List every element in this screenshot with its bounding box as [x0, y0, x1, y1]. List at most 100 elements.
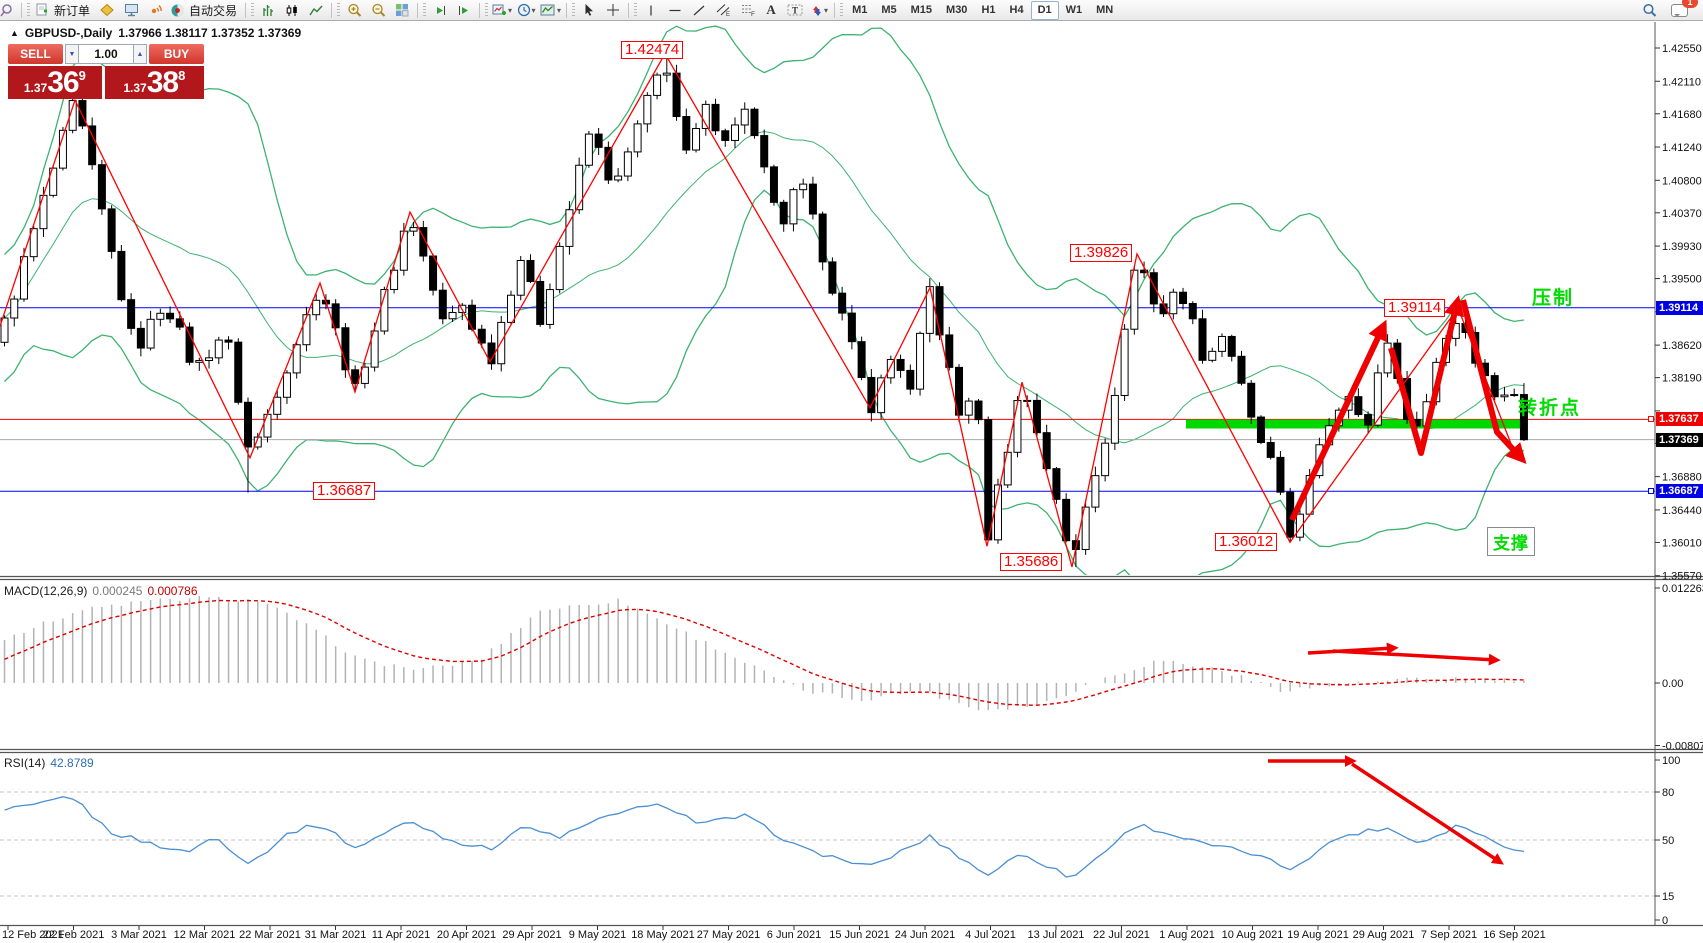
macd-arrow-annotation[interactable] — [1332, 649, 1501, 666]
chevron-down-icon: ▾ — [557, 5, 562, 15]
trend-arrow-annotation[interactable] — [1460, 299, 1527, 464]
toolbar-grip[interactable] — [27, 3, 30, 17]
text-label-button[interactable]: T — [783, 1, 807, 20]
chevron-down-icon: ▾ — [508, 5, 513, 15]
tab-timeframe-h1[interactable]: H1 — [981, 4, 996, 16]
market-watch-button[interactable] — [119, 1, 143, 20]
period-dropdown[interactable]: ▾ — [514, 1, 538, 20]
sell-price-display[interactable]: 1.37 36 9 — [8, 66, 102, 99]
candles — [0, 53, 1528, 567]
template-icon — [540, 4, 555, 16]
tab-timeframe-mn[interactable]: MN — [1096, 4, 1114, 16]
cursor-button[interactable] — [577, 1, 601, 20]
tile-windows-button[interactable] — [390, 1, 414, 20]
tab-timeframe-m30[interactable]: M30 — [946, 4, 968, 16]
price-callout-label[interactable]: 1.39826 — [1070, 244, 1133, 262]
buy-button[interactable]: BUY — [149, 44, 204, 64]
toolbar-grip[interactable] — [337, 3, 341, 17]
new-order-button[interactable]: 新订单 — [32, 1, 95, 20]
bar-chart-button[interactable] — [256, 1, 280, 20]
tab-timeframe-h4[interactable]: H4 — [1009, 4, 1024, 16]
auto-scroll-button[interactable] — [428, 1, 452, 20]
notifications-button[interactable]: 1 — [1667, 0, 1698, 20]
toolbar-grip[interactable] — [840, 3, 844, 17]
toolbar-grip[interactable] — [423, 3, 427, 17]
trend-arrow-annotation[interactable] — [1289, 319, 1388, 522]
annotation-text[interactable]: 转折点 — [1518, 398, 1582, 419]
sell-button[interactable]: SELL — [8, 44, 63, 64]
price-callout-label[interactable]: 1.36012 — [1215, 533, 1278, 551]
zoom-in-button[interactable] — [342, 1, 366, 20]
trend-arrow-annotation[interactable] — [1388, 295, 1465, 456]
new-chart-dropdown[interactable]: ▾ — [490, 1, 514, 20]
zoom-out-button[interactable] — [366, 1, 390, 20]
search-button[interactable] — [1637, 1, 1661, 20]
chat-bubble-icon — [1670, 3, 1688, 17]
tab-timeframe-w1[interactable]: W1 — [1065, 4, 1083, 16]
svg-text:1.38190: 1.38190 — [1662, 373, 1702, 385]
trendline-button[interactable] — [687, 1, 711, 20]
equidistant-channel-button[interactable]: E — [711, 1, 735, 20]
toolbar-grip[interactable] — [251, 3, 255, 17]
autotrading-button[interactable]: 自动交易 — [167, 1, 242, 20]
toolbar-grip[interactable] — [572, 3, 576, 17]
annotation-text[interactable]: 支撑 — [1487, 527, 1535, 556]
partial-app-icon[interactable] — [0, 1, 18, 20]
fibonacci-button[interactable]: F — [735, 1, 759, 20]
price-callout-label[interactable]: 1.35686 — [1000, 553, 1063, 571]
price-callout-label[interactable]: 1.39114 — [1384, 299, 1446, 317]
svg-text:4 Jul 2021: 4 Jul 2021 — [965, 929, 1016, 941]
template-dropdown[interactable]: ▾ — [538, 1, 563, 20]
toolbar-grip[interactable] — [634, 3, 638, 17]
new-order-icon — [36, 3, 47, 15]
auto-scroll-icon — [435, 5, 446, 15]
collapse-panel-icon[interactable]: ▲ — [10, 28, 19, 38]
svg-text:3 Mar 2021: 3 Mar 2021 — [111, 929, 167, 941]
search-icon — [1642, 3, 1656, 17]
price-callout-label[interactable]: 1.42474 — [621, 41, 684, 59]
price-callout-label[interactable]: 1.36687 — [313, 482, 376, 500]
vertical-line-button[interactable] — [639, 1, 663, 20]
tile-windows-icon — [396, 4, 409, 17]
tab-timeframe-m15[interactable]: M15 — [910, 4, 933, 16]
text-button[interactable]: A — [766, 2, 776, 17]
crosshair-button[interactable] — [601, 1, 625, 20]
toolbar-separator — [245, 2, 247, 18]
signals-button[interactable] — [143, 1, 167, 20]
toolbar-grip[interactable] — [485, 3, 489, 17]
svg-text:1.36010: 1.36010 — [1662, 537, 1702, 549]
volume-value[interactable]: 1.00 — [79, 44, 133, 64]
chart-shift-button[interactable] — [452, 1, 476, 20]
svg-text:1.38620: 1.38620 — [1662, 340, 1702, 352]
volume-decrease-button[interactable]: ▼ — [65, 44, 79, 64]
tab-timeframe-m5[interactable]: M5 — [881, 4, 897, 16]
svg-text:0.012263: 0.012263 — [1662, 583, 1703, 595]
main-toolbar: 新订单 自动交易 — [0, 0, 1703, 21]
svg-text:T: T — [792, 6, 798, 16]
svg-text:1.40800: 1.40800 — [1662, 175, 1702, 187]
zoom-in-icon — [347, 3, 361, 17]
buy-price-display[interactable]: 1.37 38 8 — [104, 66, 204, 99]
tab-timeframe-d1[interactable]: D1 — [1030, 0, 1059, 20]
rsi-arrow-annotation[interactable] — [1351, 762, 1504, 865]
buy-price-pip: 8 — [178, 68, 186, 83]
panel-borders — [0, 22, 1703, 927]
zigzag-trend-lines[interactable] — [0, 52, 1516, 568]
horizontal-line-button[interactable] — [663, 1, 687, 20]
candlestick-chart-button[interactable] — [280, 1, 304, 20]
line-handle[interactable] — [1648, 416, 1654, 423]
tab-timeframe-m1[interactable]: M1 — [852, 4, 868, 16]
svg-text:50: 50 — [1662, 835, 1674, 847]
chart-profiles-button[interactable] — [95, 1, 119, 20]
one-click-trading-panel: SELL ▼ 1.00 ▲ BUY 1.37 36 9 1.37 38 8 — [8, 44, 204, 99]
line-handle[interactable] — [1648, 488, 1654, 495]
arrows-dropdown[interactable]: ▾ — [807, 1, 831, 20]
volume-increase-button[interactable]: ▲ — [133, 44, 147, 64]
price-axis[interactable]: 1.42550 1.42110 1.41680 1.41240 1.40800 1.403… — [1655, 43, 1703, 927]
line-chart-button[interactable] — [304, 1, 328, 20]
annotation-text[interactable]: 压制 — [1532, 288, 1575, 309]
svg-text:29 Aug 2021: 29 Aug 2021 — [1353, 929, 1415, 941]
svg-text:1.41240: 1.41240 — [1662, 142, 1702, 154]
